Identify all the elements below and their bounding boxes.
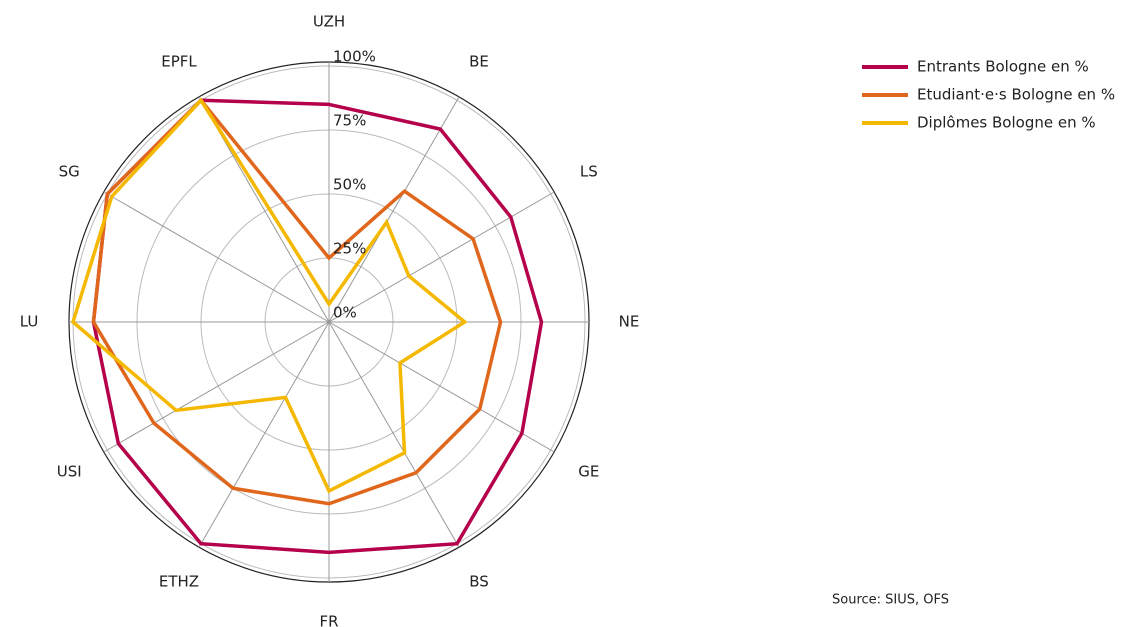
spoke xyxy=(328,191,555,323)
category-label: LU xyxy=(20,313,39,331)
spoke xyxy=(103,191,330,323)
category-label: GE xyxy=(578,463,599,481)
category-label: ETHZ xyxy=(159,572,199,590)
legend-label: Etudiant·e·s Bologne en % xyxy=(917,86,1115,104)
category-label: USI xyxy=(57,463,82,481)
series-line xyxy=(70,97,468,494)
spoke xyxy=(103,321,330,453)
series-line xyxy=(91,97,503,506)
spoke xyxy=(328,321,555,453)
r-tick-label: 75% xyxy=(333,112,366,130)
category-label: LS xyxy=(580,163,598,181)
category-label: SG xyxy=(59,163,80,181)
legend-label: Entrants Bologne en % xyxy=(917,58,1089,76)
category-label: FR xyxy=(319,613,338,627)
category-label: BS xyxy=(469,572,489,590)
r-tick-label: 25% xyxy=(333,240,366,258)
spoke xyxy=(328,321,460,548)
category-label: BE xyxy=(469,53,489,71)
category-label: NE xyxy=(619,313,640,331)
legend-label: Diplômes Bologne en % xyxy=(917,114,1096,132)
series-line xyxy=(91,98,544,555)
spoke xyxy=(328,96,460,323)
spoke xyxy=(198,321,330,548)
source: Source: SIUS, OFS xyxy=(832,593,949,608)
category-label: UZH xyxy=(313,13,345,31)
r-tick-label: 50% xyxy=(333,176,366,194)
category-label: EPFL xyxy=(161,53,197,71)
r-tick-label: 100% xyxy=(333,48,376,66)
r-tick-label: 0% xyxy=(333,304,357,322)
